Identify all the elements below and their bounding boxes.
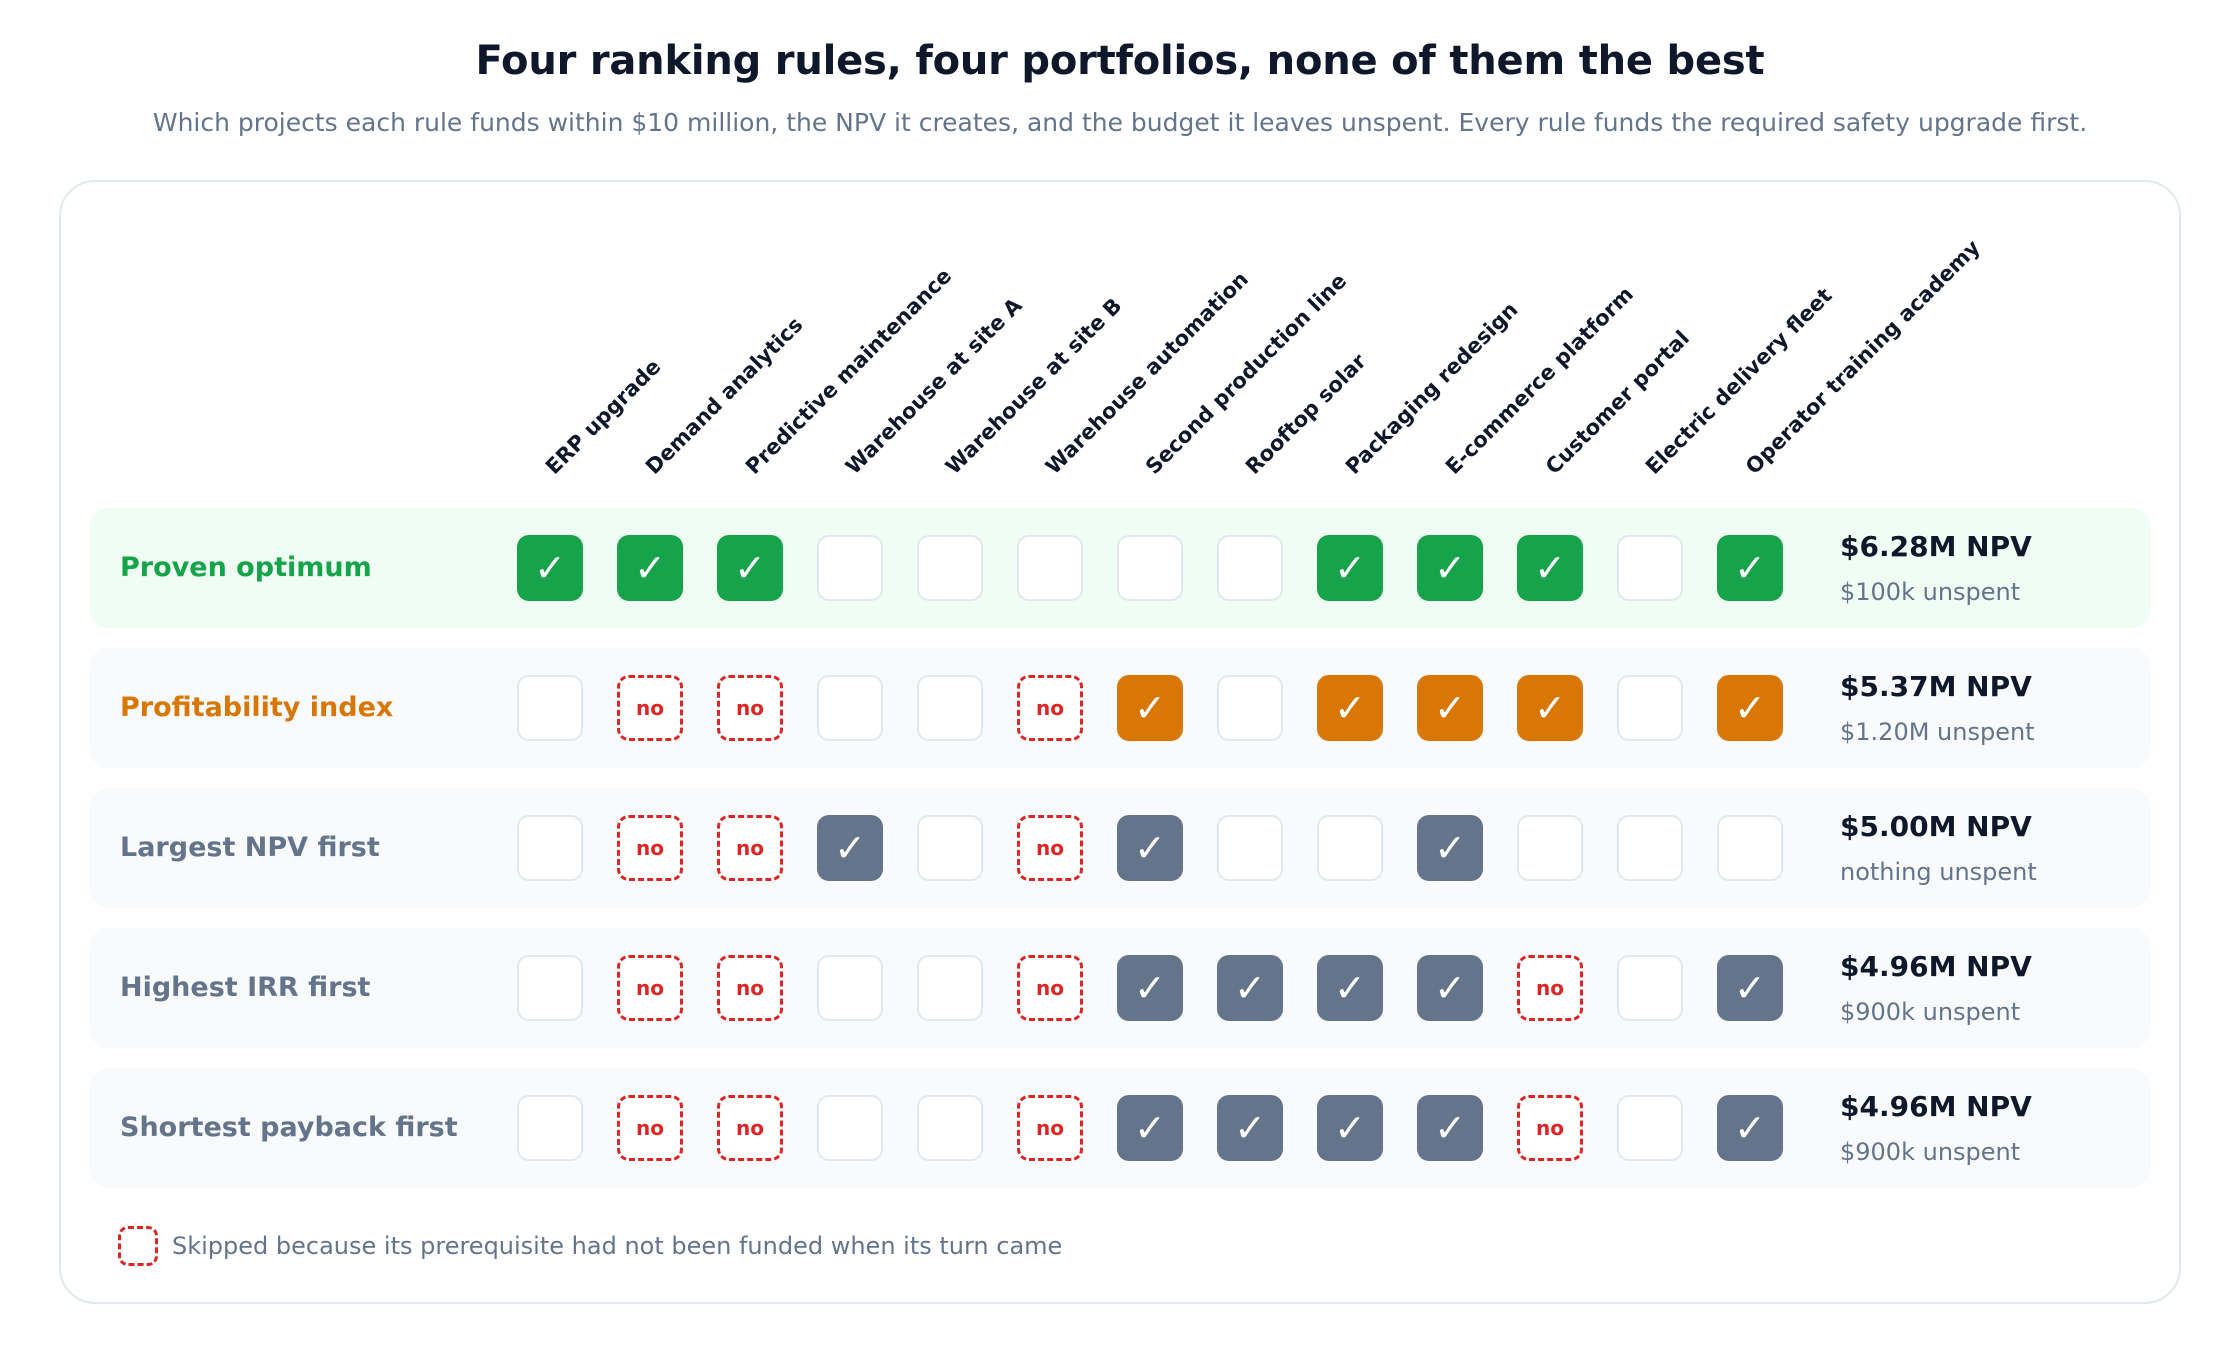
skipped-legend-swatch	[118, 1226, 158, 1266]
unfunded-cell	[1317, 815, 1383, 881]
skipped-marker: no	[717, 1095, 783, 1161]
funded-check-icon: ✓	[1517, 675, 1583, 741]
npv-value: $5.37M NPV	[1840, 670, 2032, 703]
rule-label: Largest NPV first	[120, 832, 380, 863]
funded-check-icon: ✓	[1717, 955, 1783, 1021]
skipped-legend-text: Skipped because its prerequisite had not…	[172, 1232, 1063, 1260]
skipped-marker: no	[1017, 1095, 1083, 1161]
funded-check-icon: ✓	[1717, 535, 1783, 601]
funded-check-icon: ✓	[1417, 535, 1483, 601]
rule-label: Proven optimum	[120, 552, 372, 583]
funded-check-icon: ✓	[1417, 1095, 1483, 1161]
funded-check-icon: ✓	[1117, 955, 1183, 1021]
unfunded-cell	[1117, 535, 1183, 601]
skipped-marker: no	[1517, 1095, 1583, 1161]
funded-check-icon: ✓	[1417, 675, 1483, 741]
unfunded-cell	[917, 535, 983, 601]
chart-subtitle: Which projects each rule funds within $1…	[152, 108, 2088, 137]
unfunded-cell	[817, 675, 883, 741]
rule-label: Highest IRR first	[120, 972, 371, 1003]
funded-check-icon: ✓	[1217, 1095, 1283, 1161]
npv-value: $4.96M NPV	[1840, 950, 2032, 983]
unfunded-cell	[517, 815, 583, 881]
funded-check-icon: ✓	[1717, 1095, 1783, 1161]
skipped-marker: no	[617, 955, 683, 1021]
unfunded-cell	[1617, 675, 1683, 741]
funded-check-icon: ✓	[1317, 1095, 1383, 1161]
unfunded-cell	[1617, 1095, 1683, 1161]
skipped-marker: no	[717, 955, 783, 1021]
unfunded-cell	[917, 815, 983, 881]
unfunded-cell	[1617, 955, 1683, 1021]
npv-value: $6.28M NPV	[1840, 530, 2032, 563]
unfunded-cell	[1017, 535, 1083, 601]
rule-label: Profitability index	[120, 692, 394, 723]
skipped-marker: no	[717, 815, 783, 881]
unspent-value: nothing unspent	[1840, 858, 2037, 886]
unfunded-cell	[1517, 815, 1583, 881]
unfunded-cell	[1217, 675, 1283, 741]
skipped-marker: no	[1017, 955, 1083, 1021]
unfunded-cell	[517, 675, 583, 741]
unfunded-cell	[817, 535, 883, 601]
npv-value: $4.96M NPV	[1840, 1090, 2032, 1123]
funded-check-icon: ✓	[1417, 815, 1483, 881]
skipped-marker: no	[1017, 675, 1083, 741]
unfunded-cell	[1217, 815, 1283, 881]
skipped-marker: no	[1017, 815, 1083, 881]
funded-check-icon: ✓	[1317, 675, 1383, 741]
funded-check-icon: ✓	[617, 535, 683, 601]
unspent-value: $900k unspent	[1840, 998, 2021, 1026]
funded-check-icon: ✓	[1117, 815, 1183, 881]
unspent-value: $900k unspent	[1840, 1138, 2021, 1166]
unfunded-cell	[1717, 815, 1783, 881]
funded-check-icon: ✓	[1717, 675, 1783, 741]
unfunded-cell	[817, 1095, 883, 1161]
skipped-marker: no	[617, 815, 683, 881]
funded-check-icon: ✓	[717, 535, 783, 601]
skipped-marker: no	[617, 675, 683, 741]
unfunded-cell	[917, 675, 983, 741]
unfunded-cell	[917, 955, 983, 1021]
funded-check-icon: ✓	[1117, 675, 1183, 741]
funded-check-icon: ✓	[817, 815, 883, 881]
unfunded-cell	[1617, 815, 1683, 881]
skipped-marker: no	[717, 675, 783, 741]
unspent-value: $1.20M unspent	[1840, 718, 2035, 746]
funded-check-icon: ✓	[1217, 955, 1283, 1021]
funded-check-icon: ✓	[1117, 1095, 1183, 1161]
unspent-value: $100k unspent	[1840, 578, 2021, 606]
unfunded-cell	[1217, 535, 1283, 601]
skipped-marker: no	[1517, 955, 1583, 1021]
funded-check-icon: ✓	[1517, 535, 1583, 601]
unfunded-cell	[917, 1095, 983, 1161]
unfunded-cell	[817, 955, 883, 1021]
unfunded-cell	[1617, 535, 1683, 601]
funded-check-icon: ✓	[1317, 535, 1383, 601]
funded-check-icon: ✓	[1417, 955, 1483, 1021]
npv-value: $5.00M NPV	[1840, 810, 2032, 843]
funded-check-icon: ✓	[517, 535, 583, 601]
funded-check-icon: ✓	[1317, 955, 1383, 1021]
unfunded-cell	[517, 1095, 583, 1161]
skipped-marker: no	[617, 1095, 683, 1161]
chart-title: Four ranking rules, four portfolios, non…	[475, 38, 1765, 84]
unfunded-cell	[517, 955, 583, 1021]
rule-label: Shortest payback first	[120, 1112, 458, 1143]
